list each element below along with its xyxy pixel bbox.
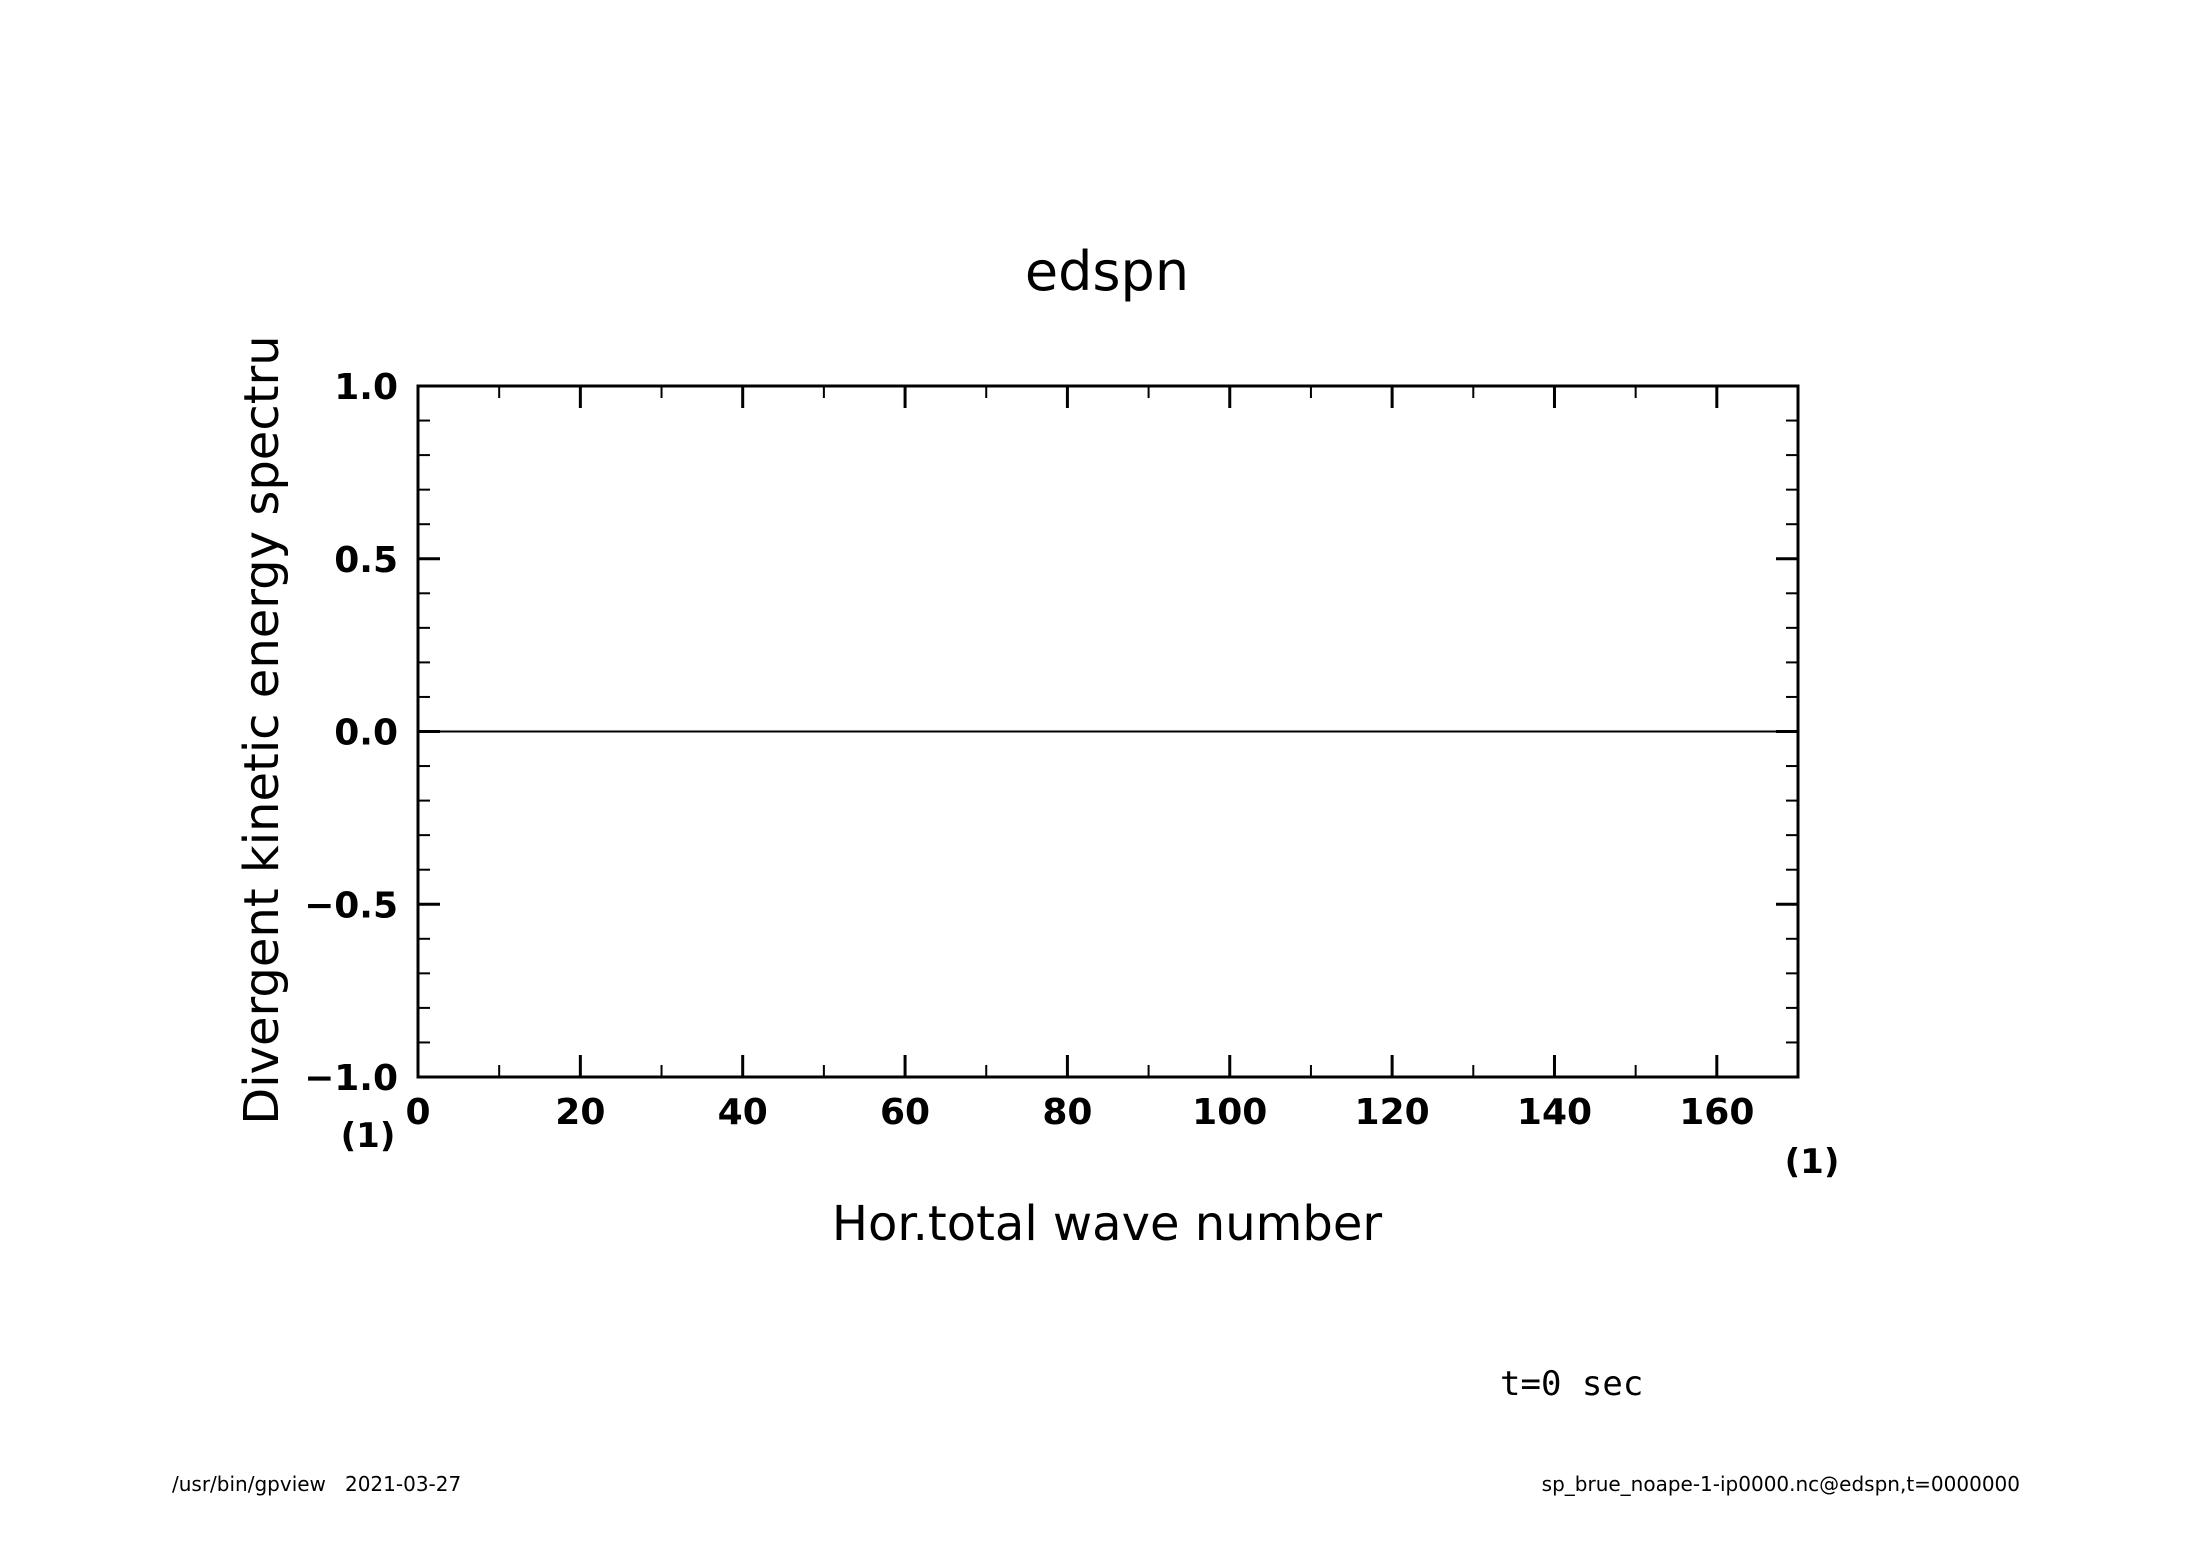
x-tick-label: 60 [880,1092,930,1133]
chart-title: edspn [1025,240,1189,303]
x-unit-label: (1) [1785,1142,1840,1182]
y-unit-label: (1) [341,1116,396,1156]
x-tick-label: 40 [718,1092,768,1133]
time-annotation: t=0 sec [1500,1364,1643,1404]
footer-left: /usr/bin/gpview 2021-03-27 [172,1472,461,1496]
x-tick-label: 80 [1042,1092,1092,1133]
y-tick-label: 0.5 [334,540,398,581]
footer-right: sp_brue_noape-1-ip0000.nc@edspn,t=000000… [1542,1472,2020,1496]
y-tick-label: −1.0 [304,1058,398,1099]
x-tick-label: 20 [555,1092,605,1133]
y-axis-title: Divergent kinetic energy spectru [234,335,290,1124]
y-tick-label: 0.0 [334,713,398,754]
x-axis: 0 20 40 60 80 100 120 140 160 [405,386,1799,1133]
y-tick-label: 1.0 [334,367,398,408]
y-tick-label: −0.5 [304,885,398,926]
x-tick-label: 140 [1517,1092,1592,1133]
x-axis-title: Hor.total wave number [832,1196,1383,1252]
x-tick-label: 0 [405,1092,430,1133]
y-axis: 1.0 0.5 0.0 −0.5 −1.0 [304,367,1798,1099]
x-tick-label: 120 [1355,1092,1430,1133]
x-tick-label: 160 [1679,1092,1754,1133]
x-tick-label: 100 [1192,1092,1267,1133]
